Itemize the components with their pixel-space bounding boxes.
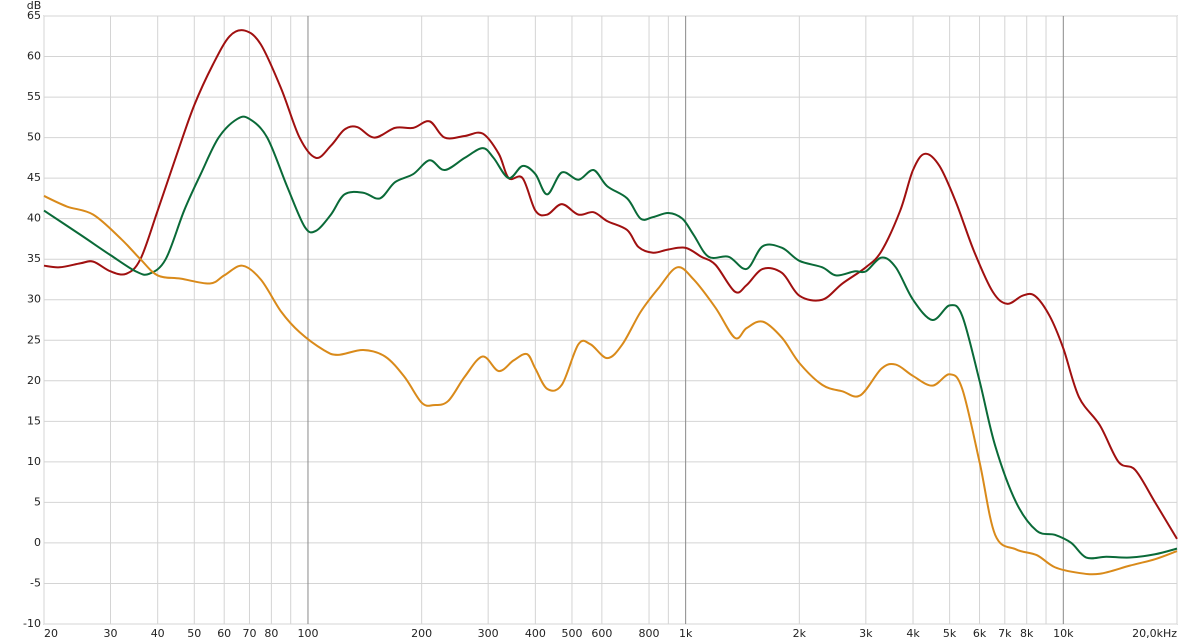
x-tick-label: 30 [104,627,118,640]
x-tick-label: 1k [679,627,693,640]
y-tick-label: 60 [27,50,41,63]
y-axis-label: dB [27,0,42,12]
x-tick-label: 4k [906,627,920,640]
x-tick-label: 6k [973,627,987,640]
y-tick-label: -5 [30,576,41,589]
x-tick-label: 500 [561,627,582,640]
series-line [43,115,1178,560]
x-tick-label: 40 [151,627,165,640]
x-tick-label: 100 [297,627,318,640]
y-tick-label: 30 [27,293,41,306]
y-tick-label: 10 [27,455,41,468]
series-line [43,195,1178,576]
y-tick-label: 5 [34,495,41,508]
x-tick-label: 70 [242,627,256,640]
x-tick-label: 50 [187,627,201,640]
x-tick-label: 20,0kHz [1132,627,1177,640]
x-tick-label: 200 [411,627,432,640]
y-tick-label: -10 [23,617,41,630]
series-line [43,29,1178,540]
y-tick-label: 40 [27,212,41,225]
x-tick-label: 60 [217,627,231,640]
x-tick-label: 400 [525,627,546,640]
y-tick-label: 25 [27,333,41,346]
x-tick-label: 8k [1020,627,1034,640]
y-tick-label: 35 [27,252,41,265]
x-tick-label: 7k [998,627,1012,640]
y-tick-label: 0 [34,536,41,549]
x-tick-label: 80 [264,627,278,640]
x-tick-label: 300 [478,627,499,640]
y-tick-label: 15 [27,414,41,427]
x-tick-label: 800 [639,627,660,640]
y-tick-label: 20 [27,374,41,387]
y-tick-label: 50 [27,131,41,144]
plot-area [43,15,1178,625]
x-tick-label: 20 [44,627,58,640]
x-tick-label: 600 [591,627,612,640]
y-tick-label: 55 [27,90,41,103]
x-tick-label: 5k [943,627,957,640]
x-tick-label: 10k [1053,627,1074,640]
y-tick-label: 45 [27,171,41,184]
x-tick-label: 2k [793,627,807,640]
x-tick-label: 3k [859,627,873,640]
y-tick-label: 65 [27,9,41,22]
